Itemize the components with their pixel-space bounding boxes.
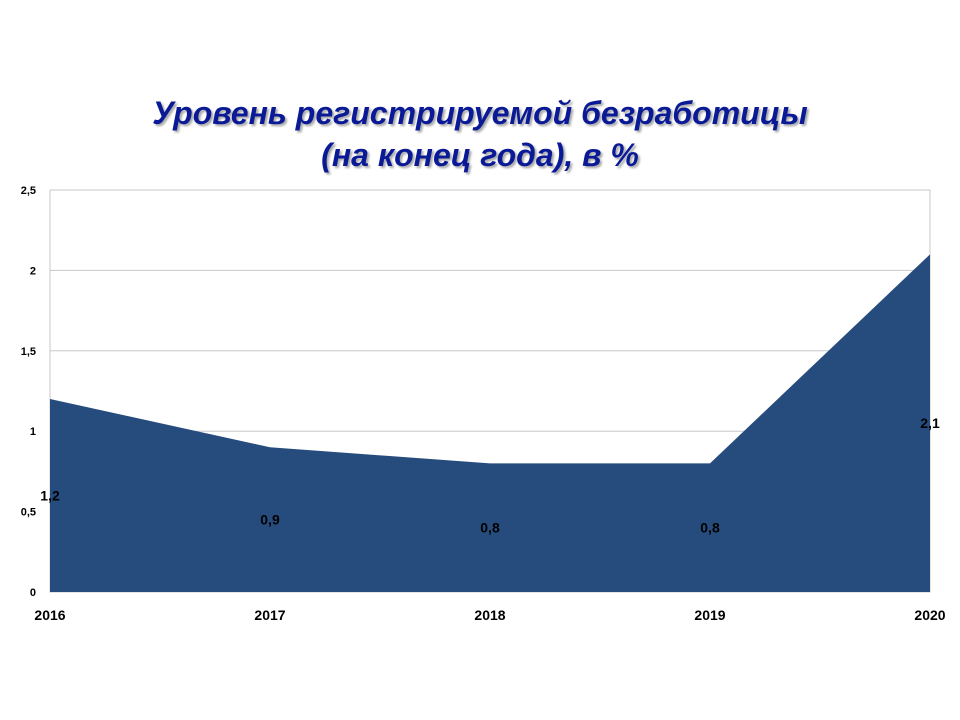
y-tick-label: 2,5 [21, 185, 36, 197]
data-label: 0,8 [480, 520, 500, 536]
data-label: 1,2 [40, 488, 60, 504]
y-tick-label: 0,5 [21, 507, 36, 519]
chart-title-line1: Уровень регистрируемой безработицы [152, 95, 808, 131]
area-series [50, 254, 930, 592]
y-axis-ticks: 0 0,5 1 1,5 2 2,5 [21, 185, 36, 599]
y-tick-label: 2 [30, 265, 36, 277]
data-labels: 1,2 0,9 0,8 0,8 2,1 [40, 415, 940, 536]
y-tick-label: 1 [30, 426, 36, 438]
y-tick-label: 1,5 [21, 346, 36, 358]
data-label: 2,1 [920, 415, 940, 431]
x-tick-label: 2019 [694, 607, 725, 623]
chart-title: Уровень регистрируемой безработицы (на к… [0, 92, 960, 176]
x-tick-label: 2018 [474, 607, 505, 623]
y-tick-label: 0 [30, 587, 36, 599]
data-label: 0,8 [700, 520, 720, 536]
x-axis-ticks: 2016 2017 2018 2019 2020 [34, 607, 945, 623]
x-tick-label: 2016 [34, 607, 65, 623]
chart-title-line2: (на конец года), в % [321, 137, 639, 173]
x-tick-label: 2020 [914, 607, 945, 623]
data-label: 0,9 [260, 512, 280, 528]
x-tick-label: 2017 [254, 607, 285, 623]
